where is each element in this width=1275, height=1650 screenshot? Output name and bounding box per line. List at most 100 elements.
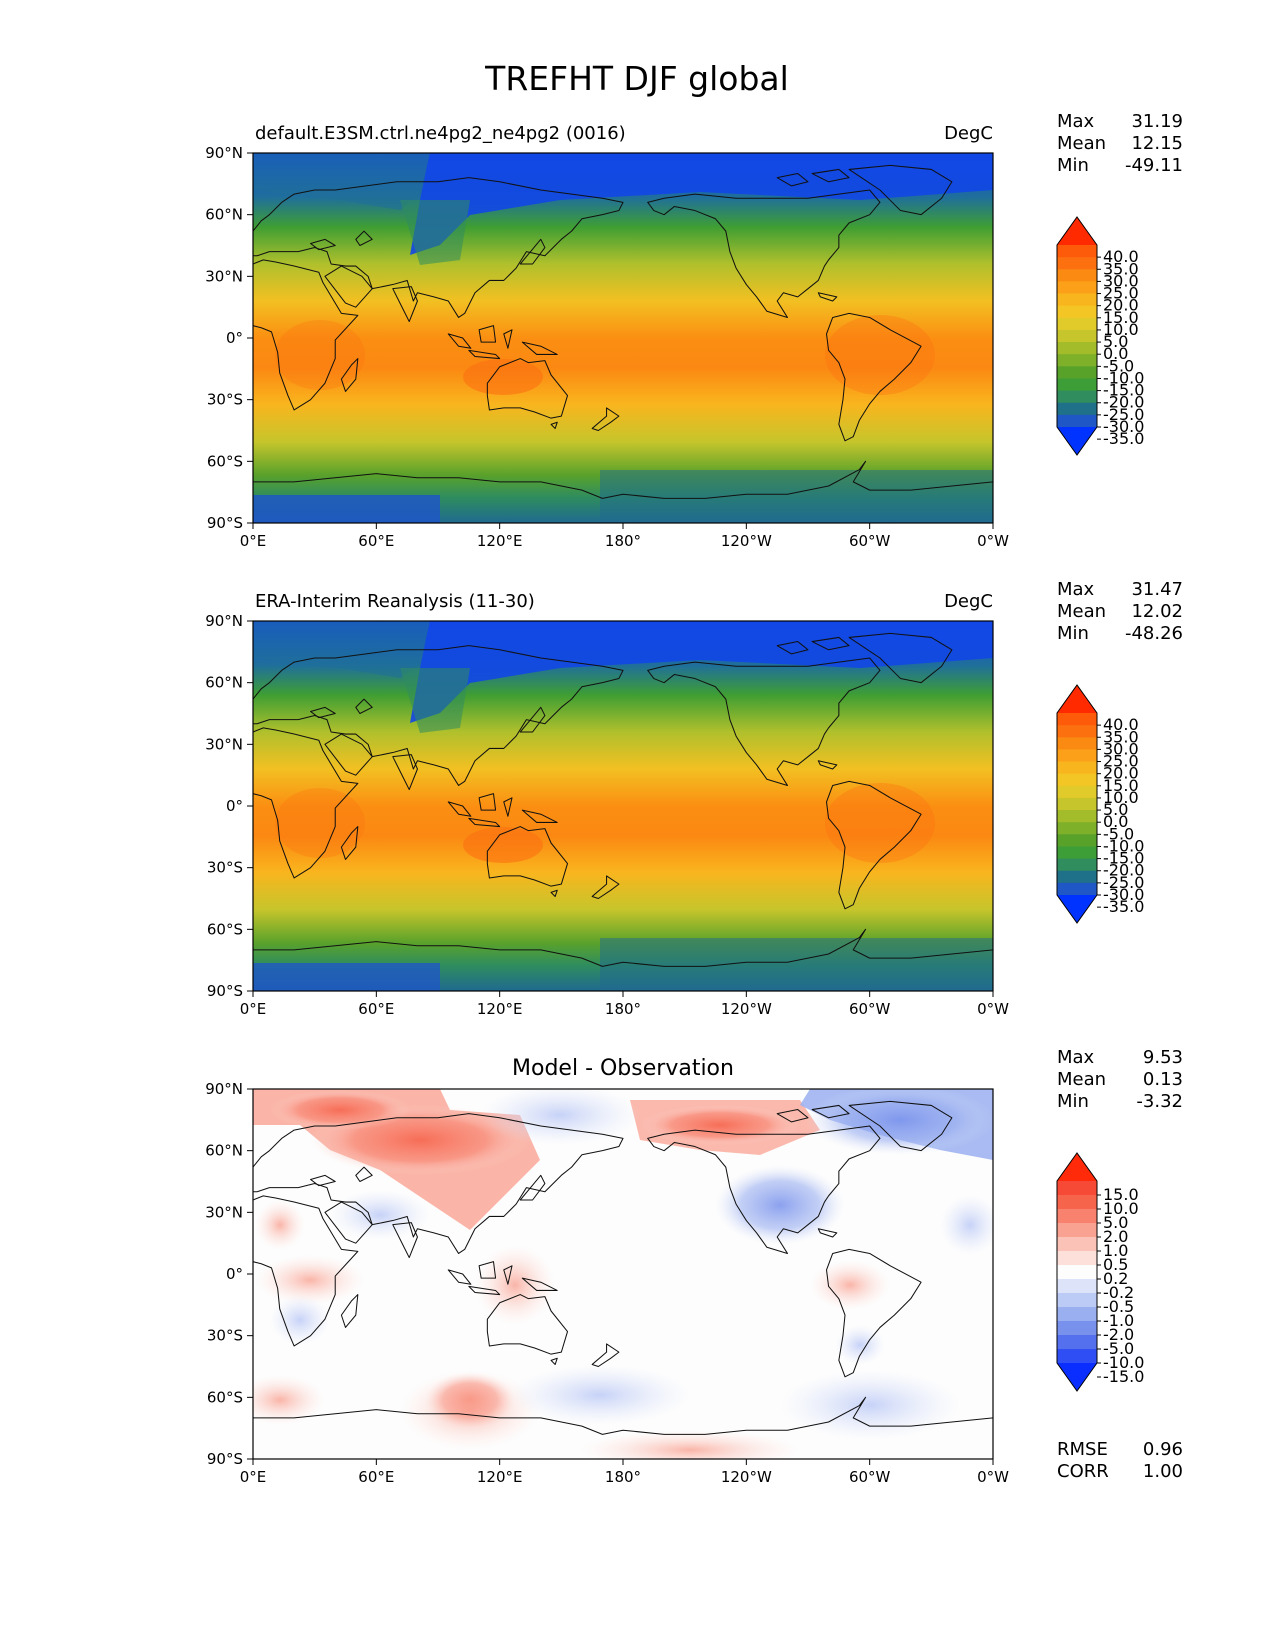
stat-max-value: 31.47 <box>1131 579 1183 600</box>
colorbar-tick-label: 20.0 <box>1103 296 1139 315</box>
x-tick-label: 120°W <box>721 1000 772 1018</box>
panel-test-title: default.E3SM.ctrl.ne4pg2_ne4pg2 (0016) <box>255 123 626 144</box>
colorbar-segment <box>1057 317 1097 331</box>
colorbar-tick-label: 25.0 <box>1103 284 1139 303</box>
colorbar-extend-min <box>1057 427 1097 455</box>
colorbar-tick-label: -10.0 <box>1103 836 1144 855</box>
stat-mean-label: Mean <box>1057 1069 1106 1090</box>
x-tick-label: 0°W <box>977 532 1009 550</box>
colorbar-tick-label: 1.0 <box>1103 1241 1128 1260</box>
colorbar-tick-label: -0.5 <box>1103 1297 1134 1316</box>
panel-test: default.E3SM.ctrl.ne4pg2_ne4pg2 (0016) D… <box>252 123 994 524</box>
colorbar-tick-label: 35.0 <box>1103 727 1139 746</box>
stat-mean-value: 12.02 <box>1131 601 1183 622</box>
colorbar-tick-label: 15.0 <box>1103 776 1139 795</box>
x-tick-label: 0°W <box>977 1468 1009 1486</box>
y-tick-label: 0° <box>226 1265 243 1283</box>
metric-corr-value: 1.00 <box>1143 1461 1183 1482</box>
colorbar-segment <box>1057 414 1097 428</box>
x-tick-label: 180° <box>605 532 641 550</box>
colorbar-segment <box>1057 1223 1097 1238</box>
colorbar-segment <box>1057 810 1097 823</box>
metric-corr-label: CORR <box>1057 1461 1109 1482</box>
x-tick-label: 60°E <box>358 532 394 550</box>
y-tick-label: 30°S <box>207 1327 243 1345</box>
colorbar-extend-max <box>1057 685 1097 713</box>
colorbar-tick-label: -35.0 <box>1103 897 1144 916</box>
colorbar-segment <box>1057 882 1097 896</box>
colorbar-tick-label: 20.0 <box>1103 764 1139 783</box>
metric-rmse-value: 0.96 <box>1143 1439 1183 1460</box>
colorbar-segment <box>1057 870 1097 884</box>
stat-max-value: 9.53 <box>1143 1047 1183 1068</box>
panel-reference-title: ERA-Interim Reanalysis (11-30) <box>255 591 535 612</box>
colorbar-extend-max <box>1057 217 1097 245</box>
x-tick-label: 60°E <box>358 1468 394 1486</box>
y-tick-label: 60°N <box>205 1142 243 1160</box>
y-tick-label: 0° <box>226 329 243 347</box>
x-tick-label: 180° <box>605 1000 641 1018</box>
panel-test-units: DegC <box>944 123 993 144</box>
colorbar-tick-label: -30.0 <box>1103 885 1144 904</box>
colorbar-segment <box>1057 1237 1097 1252</box>
x-tick-label: 120°W <box>721 532 772 550</box>
colorbar-segment <box>1057 846 1097 860</box>
colorbar-segment <box>1057 1181 1097 1196</box>
colorbar-segment <box>1057 402 1097 416</box>
colorbar-segment <box>1057 749 1097 763</box>
colorbar-tick-label: -1.0 <box>1103 1311 1134 1330</box>
colorbar-tick-label: 0.5 <box>1103 1255 1128 1274</box>
colorbar-segment <box>1057 293 1097 307</box>
stat-mean-value: 12.15 <box>1131 133 1183 154</box>
colorbar-segment <box>1057 797 1097 811</box>
colorbar-extend-min <box>1057 895 1097 923</box>
x-tick-label: 0°E <box>240 1000 267 1018</box>
colorbar-tick-label: 5.0 <box>1103 332 1128 351</box>
colorbar-segment <box>1057 737 1097 750</box>
colorbar-tick-label: -5.0 <box>1103 356 1134 375</box>
colorbar-tick-label: -25.0 <box>1103 873 1144 892</box>
colorbar-segment <box>1057 305 1097 319</box>
axes-layer: 0°E 60°E 120°E 180° 120°W 60°W 0°W 90°N 60°N 30°N… <box>205 111 1183 1486</box>
y-tick-label: 90°S <box>207 982 243 1000</box>
colorbar-segment <box>1057 713 1097 726</box>
y-tick-label: 30°N <box>205 1203 243 1221</box>
y-tick-label: 30°N <box>205 267 243 285</box>
stat-mean-label: Mean <box>1057 601 1106 622</box>
map-test <box>253 153 993 523</box>
colorbar-segment <box>1057 822 1097 835</box>
figure-title: TREFHT DJF global <box>484 59 789 98</box>
x-tick-label: 120°E <box>477 1000 523 1018</box>
x-tick-label: 60°W <box>849 532 891 550</box>
stat-min-value: -49.11 <box>1125 155 1183 176</box>
y-tick-label: 60°S <box>207 452 243 470</box>
colorbar-tick-label: 30.0 <box>1103 739 1139 758</box>
panel-1-axes: 0°E 60°E 120°E 180° 120°W 60°W 0°W 90°N 60°N 30°N… <box>205 579 1183 1018</box>
colorbar-segment <box>1057 834 1097 847</box>
colorbar-segment <box>1057 1335 1097 1350</box>
colorbar-tick-label: -15.0 <box>1103 849 1144 868</box>
y-tick-label: 60°N <box>205 206 243 224</box>
x-tick-label: 60°W <box>849 1468 891 1486</box>
stat-mean-label: Mean <box>1057 133 1106 154</box>
colorbar-2: 15.010.05.02.01.00.50.2-0.2-0.5-1.0-2.0-… <box>1056 1152 1144 1392</box>
y-tick-label: 60°S <box>207 920 243 938</box>
y-tick-label: 90°N <box>205 1080 243 1098</box>
colorbar-tick-label: -25.0 <box>1103 405 1144 424</box>
colorbar-segment <box>1057 785 1097 799</box>
y-tick-label: 0° <box>226 797 243 815</box>
y-tick-label: 30°N <box>205 735 243 753</box>
stat-min-value: -48.26 <box>1125 623 1183 644</box>
colorbar-tick-label: 10.0 <box>1103 320 1139 339</box>
colorbar-segment <box>1057 269 1097 282</box>
colorbar-tick-label: 15.0 <box>1103 1185 1139 1204</box>
colorbar-tick-label: 40.0 <box>1103 247 1139 266</box>
colorbar-segment <box>1057 1293 1097 1308</box>
metric-rmse-label: RMSE <box>1057 1439 1108 1460</box>
colorbar-tick-label: -20.0 <box>1103 393 1144 412</box>
colorbar-segment <box>1057 1265 1097 1280</box>
colorbar-segment <box>1057 1321 1097 1336</box>
map-difference <box>253 1089 993 1459</box>
panel-2-axes: 0°E 60°E 120°E 180° 120°W 60°W 0°W 90°N 60°N 30°N… <box>205 1047 1183 1486</box>
